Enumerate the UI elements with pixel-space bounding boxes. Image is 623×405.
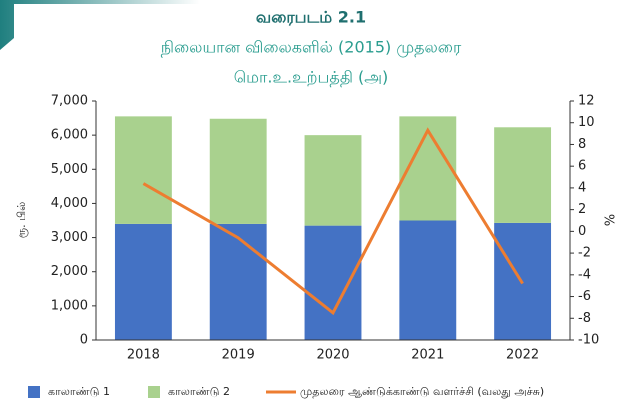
bar — [114, 223, 172, 340]
x-tick-label: 2022 — [506, 348, 539, 363]
y2-tick-label: -8 — [578, 311, 591, 326]
bar — [399, 220, 457, 340]
bar — [209, 223, 267, 340]
bar — [209, 118, 267, 224]
y-tick-label: 2,000 — [51, 264, 88, 279]
legend-label: முதலரை ஆண்டுக்காண்டு வளர்ச்சி (வலது அச்ச… — [300, 385, 544, 398]
y-tick-label: 3,000 — [51, 230, 88, 245]
y-tick-label: 7,000 — [51, 94, 88, 109]
legend-swatch — [148, 386, 160, 398]
y-tick-label: 4,000 — [51, 196, 88, 211]
bar — [304, 225, 362, 340]
chart-title: வரைபடம் 2.1 — [256, 8, 366, 27]
y-axis-label: ரூ. பில் — [15, 202, 28, 238]
y-tick-label: 6,000 — [51, 128, 88, 143]
x-tick-label: 2021 — [411, 348, 444, 363]
chart-subtitle: நிலையான விலைகளில் (2015) முதலரை — [161, 38, 462, 58]
y2-tick-label: 0 — [578, 224, 586, 239]
y-tick-label: 0 — [80, 333, 88, 348]
legend-label: காலாண்டு 2 — [168, 385, 230, 398]
y2-tick-label: -6 — [578, 289, 591, 304]
y2-tick-label: 10 — [578, 115, 595, 130]
y2-tick-label: 2 — [578, 202, 586, 217]
y2-tick-label: 6 — [578, 159, 586, 174]
y-tick-label: 1,000 — [51, 298, 88, 313]
y2-tick-label: -2 — [578, 246, 591, 261]
line — [142, 127, 524, 316]
legend-swatch — [28, 386, 40, 398]
bar — [494, 127, 552, 223]
y2-tick-label: 12 — [578, 94, 595, 109]
y-tick-label: 5,000 — [51, 162, 88, 177]
x-tick-label: 2018 — [127, 348, 160, 363]
legend-label: காலாண்டு 1 — [48, 385, 110, 398]
y2-tick-label: -10 — [578, 333, 599, 348]
bar — [114, 116, 172, 224]
y2-tick-label: -4 — [578, 267, 591, 282]
y2-tick-label: 8 — [578, 137, 586, 152]
y2-axis-label: % — [601, 214, 616, 226]
x-tick-label: 2020 — [316, 348, 349, 363]
chart-subtitle: மொ.உ.உற்பத்தி (அ) — [234, 68, 389, 87]
bar — [304, 135, 362, 226]
x-tick-label: 2019 — [222, 348, 255, 363]
y2-tick-label: 4 — [578, 180, 586, 195]
